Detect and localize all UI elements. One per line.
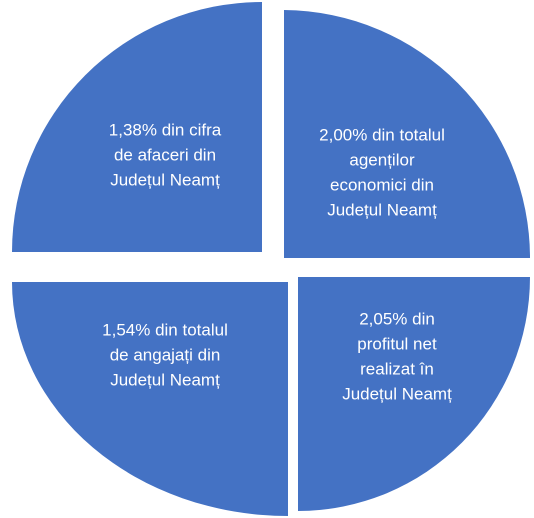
segment-text: economici din	[330, 175, 434, 194]
segment-text: 2,00% din totalul	[319, 125, 445, 144]
segment-text: 2,05% din	[359, 309, 435, 328]
segment-text: de afaceri din	[114, 145, 216, 164]
segment-text: agenților	[349, 150, 415, 169]
quadrant-bottom-right	[298, 277, 530, 511]
segment-text: de angajați din	[110, 345, 221, 364]
segment-text: 1,54% din totalul	[102, 320, 228, 339]
segment-text: 1,38% din cifra	[109, 120, 222, 139]
segment-text: Județul Neamț	[110, 370, 220, 389]
quadrant-top-left	[12, 2, 262, 252]
quadrant-bottom-left	[12, 282, 288, 516]
segment-text: Județul Neamț	[110, 170, 220, 189]
segment-text: realizat în	[360, 359, 434, 378]
segment-text: Județul Neamț	[342, 384, 452, 403]
quadrant-top-right	[284, 10, 530, 258]
segment-text: profitul net	[357, 334, 437, 353]
segment-text: Județul Neamț	[327, 200, 437, 219]
